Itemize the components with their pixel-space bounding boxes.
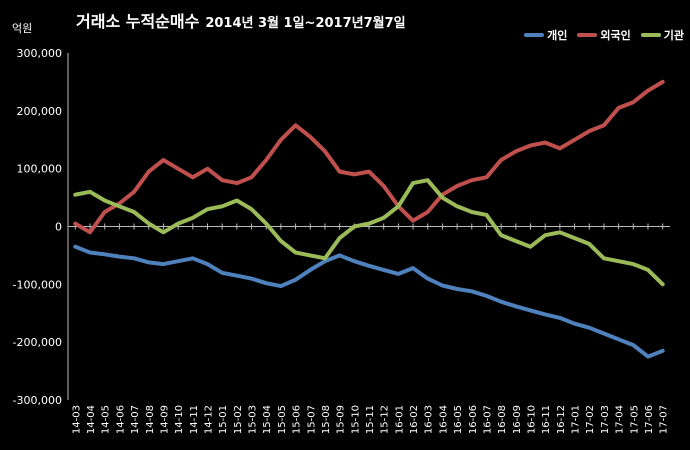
x-tick-label: 17-02 xyxy=(585,405,596,434)
x-tick-label: 14-05 xyxy=(101,405,112,434)
y-tick-label: 100,000 xyxy=(17,163,63,176)
x-tick-label: 16-11 xyxy=(541,405,552,434)
chart-legend: 개인 외국인 기관 xyxy=(524,27,684,43)
x-tick-label: 17-01 xyxy=(571,405,582,434)
legend-swatch xyxy=(640,33,661,37)
x-tick-label: 15-10 xyxy=(350,405,361,434)
series-line-1 xyxy=(73,244,665,359)
x-tick-label: 16-02 xyxy=(409,405,420,434)
x-tick-label: 17-05 xyxy=(629,405,640,434)
legend-label: 개인 xyxy=(547,29,568,42)
x-tick-label: 14-10 xyxy=(174,405,185,434)
series-line-2 xyxy=(73,79,665,235)
x-tick-label: 16-04 xyxy=(438,405,449,434)
x-tick-label: 14-12 xyxy=(203,405,214,434)
x-tick-label: 16-10 xyxy=(527,405,538,434)
x-tick-label: 16-05 xyxy=(453,405,464,434)
x-tick-label: 16-07 xyxy=(482,405,493,434)
x-tick-label: 17-07 xyxy=(659,405,670,434)
x-tick-label: 16-06 xyxy=(468,405,479,434)
x-tick-label: 14-06 xyxy=(115,405,126,434)
x-tick-label: 15-09 xyxy=(336,405,347,434)
x-tick-label: 14-09 xyxy=(159,405,170,434)
x-tick-label: 16-08 xyxy=(497,405,508,434)
x-tick-label: 17-03 xyxy=(600,405,611,434)
x-tick-label: 14-07 xyxy=(130,405,141,434)
x-tick-label: 14-04 xyxy=(86,405,97,434)
x-tick-label: 16-03 xyxy=(424,405,435,434)
y-tick-label: -100,000 xyxy=(13,278,62,291)
x-tick-label: 15-03 xyxy=(248,405,259,434)
legend-label: 외국인 xyxy=(600,29,631,42)
legend-swatch xyxy=(524,33,545,37)
legend-label: 기관 xyxy=(663,29,684,42)
x-tick-label: 15-12 xyxy=(380,405,391,434)
chart-title: 거래소 누적순매수 2014년 3월 1일~2017년7월7일 xyxy=(76,8,406,32)
legend-swatch xyxy=(577,33,598,37)
x-tick-label: 15-04 xyxy=(262,405,273,434)
chart-title-range: 2014년 3월 1일~2017년7월7일 xyxy=(205,16,406,31)
legend-item-3: 기관 xyxy=(640,27,684,43)
x-tick-label: 14-08 xyxy=(145,405,156,434)
chart-title-main: 거래소 누적순매수 xyxy=(76,12,200,31)
x-tick-label: 15-02 xyxy=(233,405,244,434)
x-tick-label: 16-09 xyxy=(512,405,523,434)
x-tick-label: 14-03 xyxy=(71,405,82,434)
x-tick-label: 15-11 xyxy=(365,405,376,434)
x-tick-label: 14-11 xyxy=(189,405,200,434)
x-tick-label: 16-12 xyxy=(556,405,567,434)
y-axis-unit-label: 억원 xyxy=(12,22,33,35)
x-tick-label: 17-06 xyxy=(644,405,655,434)
x-tick-label: 16-01 xyxy=(394,405,405,434)
y-tick-label: -200,000 xyxy=(13,336,62,349)
x-tick-label: 17-04 xyxy=(615,405,626,434)
y-tick-label: 300,000 xyxy=(17,47,63,60)
x-tick-label: 15-01 xyxy=(218,405,229,434)
legend-item-2: 외국인 xyxy=(577,27,631,43)
y-tick-label: 0 xyxy=(55,221,62,234)
y-tick-label: 200,000 xyxy=(17,105,63,118)
x-tick-label: 15-05 xyxy=(277,405,288,434)
x-tick-label: 15-06 xyxy=(292,405,303,434)
y-tick-label: -300,000 xyxy=(13,394,62,407)
series-line-3 xyxy=(73,178,665,287)
legend-item-1: 개인 xyxy=(524,27,567,43)
x-tick-label: 15-08 xyxy=(321,405,332,434)
x-tick-label: 15-07 xyxy=(306,405,317,434)
